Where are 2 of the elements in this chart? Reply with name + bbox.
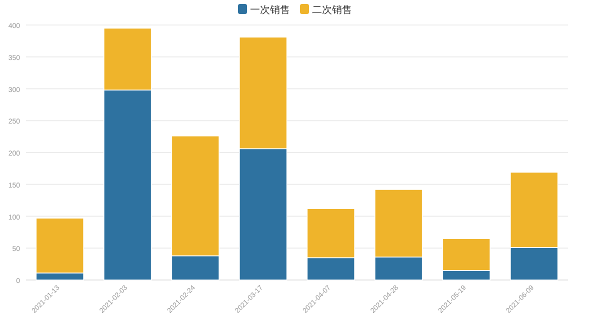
legend-label: 一次销售 — [250, 4, 290, 16]
legend-label: 二次销售 — [312, 4, 352, 16]
